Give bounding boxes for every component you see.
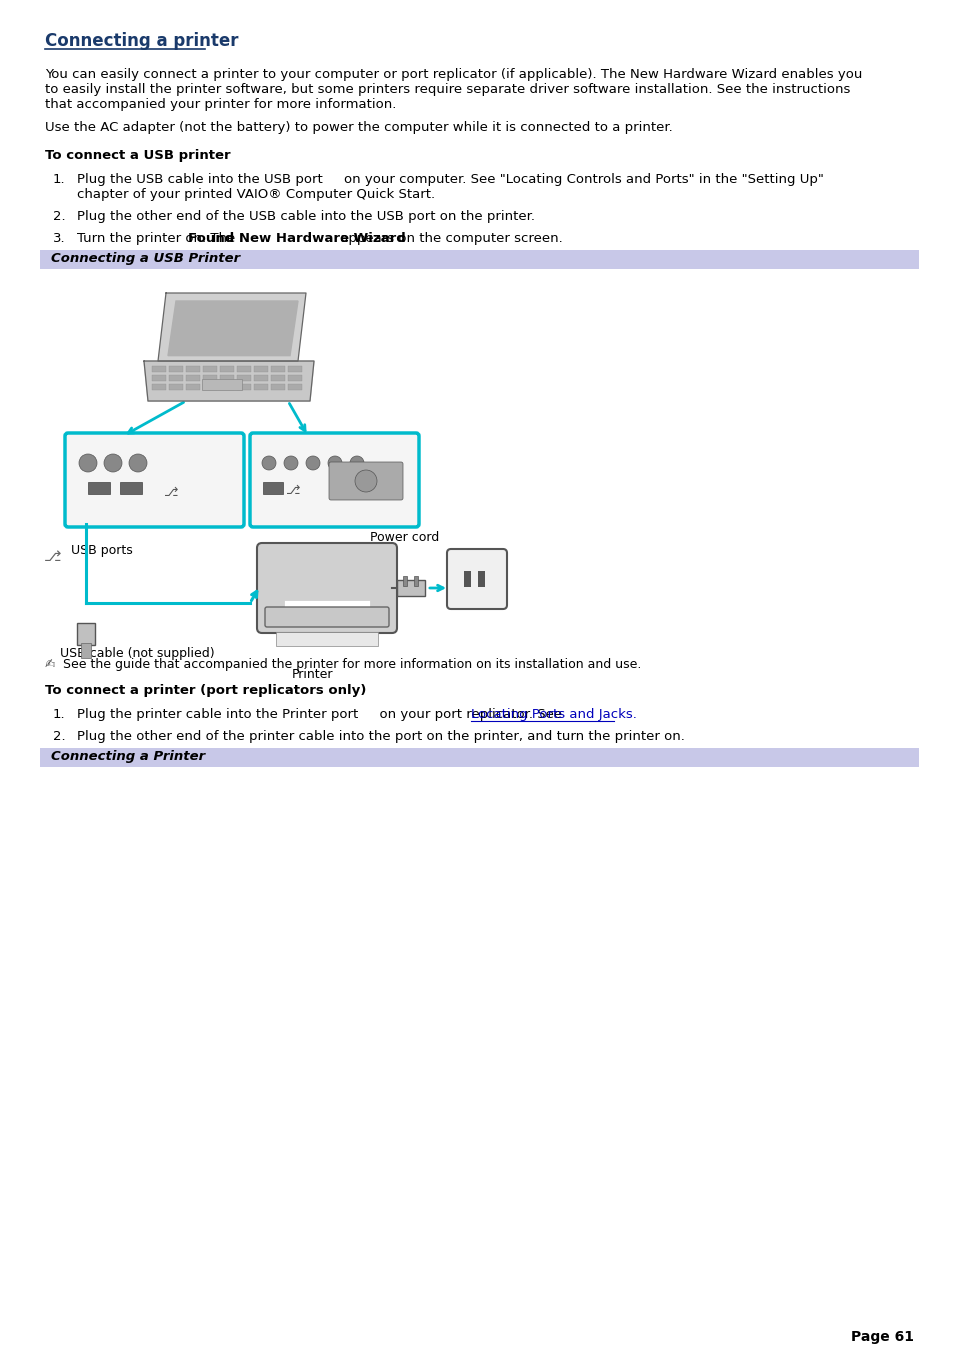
Text: 1.: 1.: [53, 708, 66, 721]
Text: ⎇: ⎇: [44, 549, 62, 563]
Text: ⎇: ⎇: [164, 486, 178, 499]
Text: You can easily connect a printer to your computer or port replicator (if applica: You can easily connect a printer to your…: [45, 68, 862, 81]
Circle shape: [104, 454, 122, 471]
Bar: [236, 376, 251, 381]
Bar: [402, 576, 407, 586]
Circle shape: [79, 454, 97, 471]
Circle shape: [306, 457, 319, 470]
Bar: [169, 385, 183, 390]
Bar: [288, 366, 302, 373]
FancyBboxPatch shape: [65, 434, 244, 527]
Bar: [271, 385, 285, 390]
Bar: [169, 366, 183, 373]
Text: To connect a printer (port replicators only): To connect a printer (port replicators o…: [45, 684, 366, 697]
Bar: [253, 366, 268, 373]
Bar: [203, 376, 216, 381]
Circle shape: [350, 457, 364, 470]
Text: Page 61: Page 61: [850, 1329, 913, 1344]
Bar: [253, 385, 268, 390]
Text: Printer: Printer: [292, 667, 334, 681]
Text: to easily install the printer software, but some printers require separate drive: to easily install the printer software, …: [45, 82, 849, 96]
Text: Connecting a printer: Connecting a printer: [45, 32, 238, 50]
Text: 2.: 2.: [53, 730, 66, 743]
Text: Plug the USB cable into the USB port     on your computer. See "Locating Control: Plug the USB cable into the USB port on …: [77, 173, 823, 186]
Bar: [203, 366, 216, 373]
Circle shape: [284, 457, 297, 470]
Text: Turn the printer on. The: Turn the printer on. The: [77, 232, 239, 245]
Circle shape: [355, 470, 376, 492]
Bar: [202, 380, 242, 390]
Bar: [288, 385, 302, 390]
FancyBboxPatch shape: [250, 434, 418, 527]
Bar: [271, 376, 285, 381]
Bar: [40, 250, 918, 269]
Text: Plug the other end of the printer cable into the port on the printer, and turn t: Plug the other end of the printer cable …: [77, 730, 684, 743]
Bar: [220, 366, 233, 373]
Bar: [169, 376, 183, 381]
Bar: [477, 571, 484, 586]
Circle shape: [262, 457, 275, 470]
Text: appears on the computer screen.: appears on the computer screen.: [335, 232, 562, 245]
Text: Connecting a USB Printer: Connecting a USB Printer: [51, 253, 240, 265]
Bar: [203, 385, 216, 390]
Polygon shape: [144, 361, 314, 401]
Text: chapter of your printed VAIO® Computer Quick Start.: chapter of your printed VAIO® Computer Q…: [77, 188, 435, 201]
Text: Power cord: Power cord: [370, 531, 438, 544]
Bar: [186, 366, 200, 373]
Text: Locating Ports and Jacks.: Locating Ports and Jacks.: [471, 708, 637, 721]
Text: 1.: 1.: [53, 173, 66, 186]
Bar: [186, 376, 200, 381]
Bar: [152, 385, 166, 390]
Bar: [288, 376, 302, 381]
Bar: [284, 600, 370, 620]
Text: See the guide that accompanied the printer for more information on its installat: See the guide that accompanied the print…: [63, 658, 640, 671]
Text: USB cable (not supplied): USB cable (not supplied): [60, 647, 214, 661]
Bar: [88, 482, 110, 494]
FancyBboxPatch shape: [329, 462, 402, 500]
FancyBboxPatch shape: [447, 549, 506, 609]
Text: Plug the printer cable into the Printer port     on your port replicator. See: Plug the printer cable into the Printer …: [77, 708, 566, 721]
Bar: [220, 385, 233, 390]
Bar: [414, 576, 417, 586]
Text: Use the AC adapter (not the battery) to power the computer while it is connected: Use the AC adapter (not the battery) to …: [45, 122, 672, 134]
Polygon shape: [158, 293, 306, 361]
Bar: [275, 632, 377, 646]
Bar: [120, 482, 142, 494]
Polygon shape: [168, 301, 297, 355]
Bar: [236, 366, 251, 373]
Text: ⎇: ⎇: [286, 484, 300, 497]
Bar: [40, 748, 918, 767]
Circle shape: [328, 457, 341, 470]
Bar: [263, 482, 283, 494]
Bar: [152, 366, 166, 373]
Bar: [152, 376, 166, 381]
Bar: [463, 571, 471, 586]
Bar: [271, 366, 285, 373]
Bar: [236, 385, 251, 390]
Text: Found New Hardware Wizard: Found New Hardware Wizard: [188, 232, 405, 245]
Bar: [253, 376, 268, 381]
Bar: [81, 643, 91, 658]
Text: that accompanied your printer for more information.: that accompanied your printer for more i…: [45, 99, 395, 111]
Text: 2.: 2.: [53, 209, 66, 223]
Circle shape: [129, 454, 147, 471]
Text: ✍: ✍: [45, 658, 55, 671]
Text: Connecting a Printer: Connecting a Printer: [51, 750, 205, 763]
Text: Plug the other end of the USB cable into the USB port on the printer.: Plug the other end of the USB cable into…: [77, 209, 535, 223]
Bar: [220, 376, 233, 381]
Bar: [186, 385, 200, 390]
Bar: [396, 580, 424, 596]
FancyBboxPatch shape: [265, 607, 389, 627]
Bar: [77, 623, 95, 644]
FancyBboxPatch shape: [256, 543, 396, 634]
Text: USB ports: USB ports: [71, 544, 132, 557]
Text: 3.: 3.: [53, 232, 66, 245]
Text: To connect a USB printer: To connect a USB printer: [45, 149, 231, 162]
